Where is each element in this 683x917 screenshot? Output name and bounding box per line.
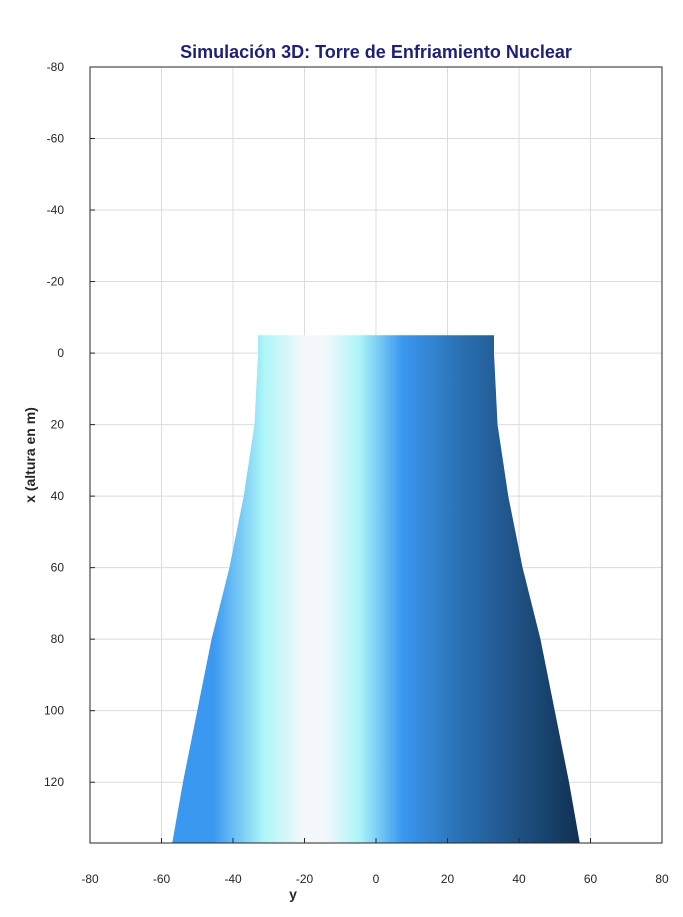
x-axis-ticks: -80 -60 -40 -20 0 20 40 60 80	[81, 838, 669, 886]
x-tick-label: -80	[81, 872, 99, 886]
x-tick-label: 60	[584, 872, 598, 886]
y-tick-label: -20	[47, 275, 65, 289]
y-tick-label: 80	[51, 632, 65, 646]
x-tick-label: 0	[373, 872, 380, 886]
x-tick-label: 40	[512, 872, 526, 886]
y-tick-label: 120	[44, 775, 64, 789]
y-tick-label: -60	[47, 132, 65, 146]
y-tick-label: -80	[47, 60, 65, 74]
y-tick-label: 60	[51, 561, 65, 575]
x-tick-label: -20	[296, 872, 314, 886]
y-tick-label: 100	[44, 704, 64, 718]
y-tick-label: -40	[47, 203, 65, 217]
x-axis-label: y	[289, 886, 297, 902]
chart-title: Simulación 3D: Torre de Enfriamiento Nuc…	[180, 42, 572, 62]
y-tick-label: 0	[57, 346, 64, 360]
y-tick-label: 20	[51, 418, 65, 432]
x-tick-label: -60	[153, 872, 171, 886]
x-tick-label: -40	[224, 872, 242, 886]
tower-surface	[172, 335, 580, 843]
y-tick-label: 40	[51, 489, 65, 503]
y-axis-label: x (altura en m)	[22, 407, 38, 503]
x-tick-label: 20	[441, 872, 455, 886]
x-tick-label: 80	[655, 872, 669, 886]
y-axis-ticks: -80 -60 -40 -20 0 20 40 60 80 100 120	[44, 60, 95, 789]
